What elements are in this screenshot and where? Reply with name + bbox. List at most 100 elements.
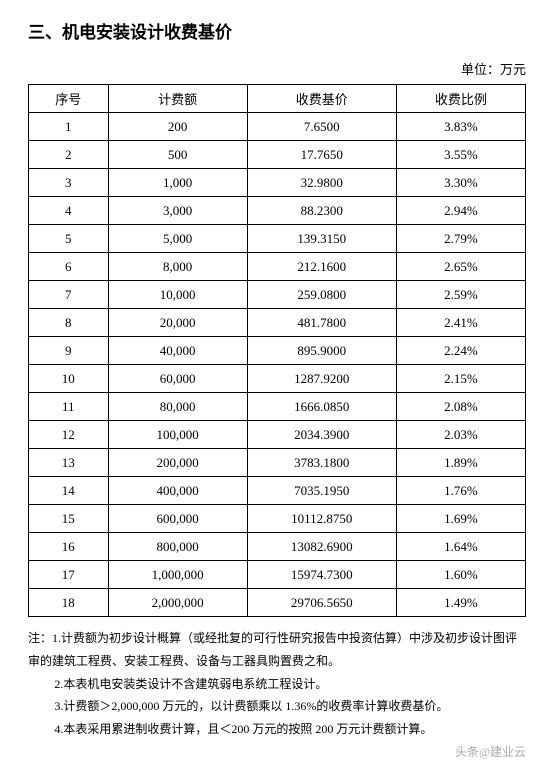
table-cell: 2.08% — [396, 393, 525, 421]
table-cell: 8 — [29, 309, 109, 337]
table-cell: 1.64% — [396, 533, 525, 561]
table-cell: 4 — [29, 197, 109, 225]
table-cell: 10,000 — [108, 281, 247, 309]
table-row: 68,000212.16002.65% — [29, 253, 526, 281]
table-cell: 7035.1950 — [247, 477, 396, 505]
table-cell: 1.76% — [396, 477, 525, 505]
table-row: 940,000895.90002.24% — [29, 337, 526, 365]
table-row: 182,000,00029706.56501.49% — [29, 589, 526, 617]
table-cell: 1 — [29, 113, 109, 141]
table-cell: 5,000 — [108, 225, 247, 253]
table-cell: 40,000 — [108, 337, 247, 365]
table-row: 710,000259.08002.59% — [29, 281, 526, 309]
table-cell: 1,000,000 — [108, 561, 247, 589]
price-table: 序号 计费额 收费基价 收费比例 12007.65003.83%250017.7… — [28, 84, 526, 617]
table-cell: 212.1600 — [247, 253, 396, 281]
table-cell: 481.7800 — [247, 309, 396, 337]
table-cell: 3,000 — [108, 197, 247, 225]
header-amount: 计费额 — [108, 85, 247, 113]
table-cell: 2.15% — [396, 365, 525, 393]
table-cell: 10112.8750 — [247, 505, 396, 533]
table-cell: 1.60% — [396, 561, 525, 589]
table-cell: 80,000 — [108, 393, 247, 421]
table-cell: 2.41% — [396, 309, 525, 337]
table-cell: 60,000 — [108, 365, 247, 393]
table-cell: 200,000 — [108, 449, 247, 477]
table-cell: 88.2300 — [247, 197, 396, 225]
table-row: 171,000,00015974.73001.60% — [29, 561, 526, 589]
table-cell: 2.03% — [396, 421, 525, 449]
table-cell: 895.9000 — [247, 337, 396, 365]
table-cell: 9 — [29, 337, 109, 365]
table-cell: 100,000 — [108, 421, 247, 449]
table-cell: 200 — [108, 113, 247, 141]
table-body: 12007.65003.83%250017.76503.55%31,00032.… — [29, 113, 526, 617]
notes-section: 注：1.计费额为初步设计概算（或经批复的可行性研究报告中投资估算）中涉及初步设计… — [28, 627, 526, 741]
watermark: 头条@建业云 — [28, 743, 526, 760]
section-title: 三、机电安装设计收费基价 — [28, 18, 526, 43]
table-cell: 20,000 — [108, 309, 247, 337]
table-cell: 2.79% — [396, 225, 525, 253]
table-cell: 2034.3900 — [247, 421, 396, 449]
table-row: 43,00088.23002.94% — [29, 197, 526, 225]
table-cell: 259.0800 — [247, 281, 396, 309]
table-cell: 1.49% — [396, 589, 525, 617]
table-cell: 29706.5650 — [247, 589, 396, 617]
table-cell: 3783.1800 — [247, 449, 396, 477]
table-cell: 5 — [29, 225, 109, 253]
table-cell: 10 — [29, 365, 109, 393]
table-row: 250017.76503.55% — [29, 141, 526, 169]
header-base: 收费基价 — [247, 85, 396, 113]
table-cell: 18 — [29, 589, 109, 617]
header-seq: 序号 — [29, 85, 109, 113]
table-cell: 2,000,000 — [108, 589, 247, 617]
table-cell: 1,000 — [108, 169, 247, 197]
table-cell: 3.83% — [396, 113, 525, 141]
note-3: 3.计费额＞2,000,000 万元的，以计费额乘以 1.36%的收费率计算收费… — [28, 695, 526, 718]
table-cell: 400,000 — [108, 477, 247, 505]
table-cell: 1.69% — [396, 505, 525, 533]
table-cell: 1666.0850 — [247, 393, 396, 421]
table-cell: 14 — [29, 477, 109, 505]
table-cell: 17 — [29, 561, 109, 589]
table-cell: 3.30% — [396, 169, 525, 197]
table-row: 1060,0001287.92002.15% — [29, 365, 526, 393]
table-cell: 13082.6900 — [247, 533, 396, 561]
table-cell: 16 — [29, 533, 109, 561]
table-cell: 2.24% — [396, 337, 525, 365]
table-row: 15600,00010112.87501.69% — [29, 505, 526, 533]
note-2: 2.本表机电安装类设计不含建筑弱电系统工程设计。 — [28, 673, 526, 696]
table-cell: 11 — [29, 393, 109, 421]
table-cell: 2 — [29, 141, 109, 169]
table-cell: 1287.9200 — [247, 365, 396, 393]
header-ratio: 收费比例 — [396, 85, 525, 113]
table-cell: 800,000 — [108, 533, 247, 561]
table-cell: 12 — [29, 421, 109, 449]
table-cell: 2.59% — [396, 281, 525, 309]
table-row: 14400,0007035.19501.76% — [29, 477, 526, 505]
table-row: 31,00032.98003.30% — [29, 169, 526, 197]
note-1: 注：1.计费额为初步设计概算（或经批复的可行性研究报告中投资估算）中涉及初步设计… — [28, 627, 526, 673]
table-cell: 1.89% — [396, 449, 525, 477]
note-4: 4.本表采用累进制收费计算，且＜200 万元的按照 200 万元计费额计算。 — [28, 718, 526, 741]
table-cell: 17.7650 — [247, 141, 396, 169]
table-row: 13200,0003783.18001.89% — [29, 449, 526, 477]
table-cell: 15974.7300 — [247, 561, 396, 589]
table-cell: 32.9800 — [247, 169, 396, 197]
table-cell: 6 — [29, 253, 109, 281]
table-cell: 139.3150 — [247, 225, 396, 253]
table-cell: 7.6500 — [247, 113, 396, 141]
table-row: 12100,0002034.39002.03% — [29, 421, 526, 449]
table-row: 16800,00013082.69001.64% — [29, 533, 526, 561]
table-cell: 500 — [108, 141, 247, 169]
table-cell: 2.94% — [396, 197, 525, 225]
table-row: 55,000139.31502.79% — [29, 225, 526, 253]
table-cell: 13 — [29, 449, 109, 477]
table-cell: 15 — [29, 505, 109, 533]
table-cell: 7 — [29, 281, 109, 309]
table-cell: 3 — [29, 169, 109, 197]
table-cell: 8,000 — [108, 253, 247, 281]
table-row: 12007.65003.83% — [29, 113, 526, 141]
unit-label: 单位：万元 — [28, 59, 526, 78]
table-header-row: 序号 计费额 收费基价 收费比例 — [29, 85, 526, 113]
